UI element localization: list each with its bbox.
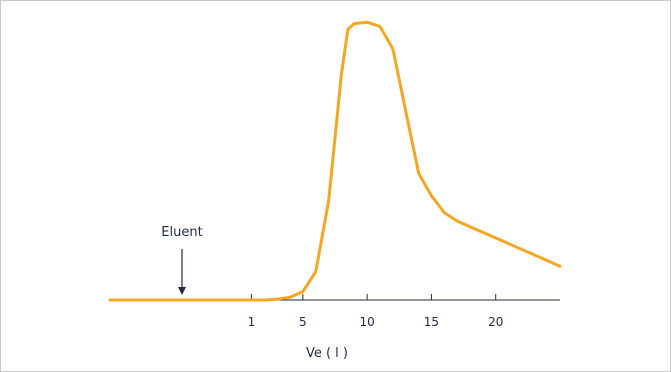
x-tick-label-10: 10 xyxy=(360,315,375,329)
eluent-label: Eluent xyxy=(161,225,202,240)
x-tick-label-5: 5 xyxy=(299,315,307,329)
x-tick-label-20: 20 xyxy=(488,315,503,329)
eluent-arrow-head xyxy=(178,287,186,295)
chromatogram-curve xyxy=(108,20,562,302)
x-tick-labels: 1 5 10 15 20 xyxy=(248,315,504,329)
x-tick-label-1: 1 xyxy=(248,315,256,329)
x-axis-label: Ve ( l ) xyxy=(306,346,348,361)
x-tick-label-15: 15 xyxy=(424,315,439,329)
